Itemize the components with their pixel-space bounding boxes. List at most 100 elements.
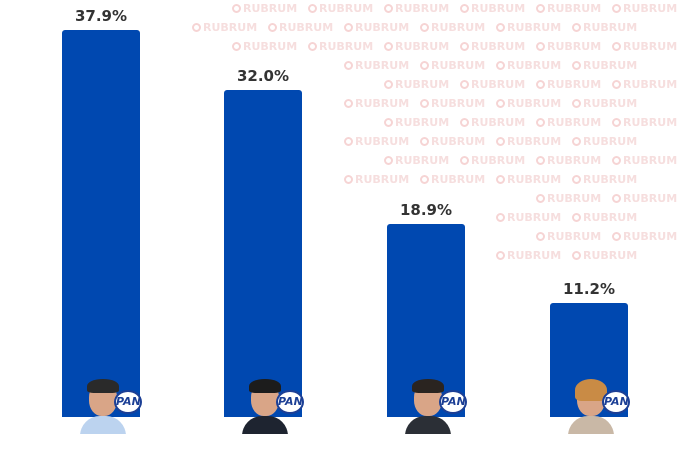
watermark-text: RUBRUM [420, 58, 490, 73]
watermark-text: RUBRUM [572, 58, 642, 73]
watermark-logo-icon [496, 137, 505, 146]
candidate-photo [80, 378, 126, 434]
candidate-portrait: PAN [224, 376, 304, 434]
watermark-text: RUBRUM [612, 1, 682, 16]
watermark-text: RUBRUM [384, 77, 454, 92]
watermark-logo-icon [496, 175, 505, 184]
candidate-photo [405, 378, 451, 434]
watermark-label: RUBRUM [319, 2, 374, 15]
watermark-logo-icon [384, 118, 393, 127]
watermark-text: RUBRUM [420, 96, 490, 111]
watermark-text: RUBRUM [496, 248, 566, 263]
watermark-logo-icon [612, 156, 621, 165]
watermark-text: RUBRUM [572, 20, 642, 35]
watermark-label: RUBRUM [547, 78, 602, 91]
watermark-logo-icon [420, 99, 429, 108]
watermark-logo-icon [384, 42, 393, 51]
watermark-logo-icon [420, 23, 429, 32]
watermark-label: RUBRUM [583, 97, 638, 110]
watermark-logo-icon [536, 118, 545, 127]
watermark-logo-icon [612, 42, 621, 51]
candidate-body [568, 416, 614, 434]
watermark-text: RUBRUM [192, 20, 262, 35]
watermark-label: RUBRUM [623, 154, 678, 167]
watermark-label: RUBRUM [203, 21, 258, 34]
watermark-logo-icon [612, 80, 621, 89]
pan-party-logo-icon: PAN [602, 390, 630, 414]
watermark-label: RUBRUM [431, 21, 486, 34]
watermark-label: RUBRUM [507, 135, 562, 148]
watermark-logo-icon [232, 42, 241, 51]
pan-party-logo-icon: PAN [114, 390, 142, 414]
watermark-text: RUBRUM [344, 20, 414, 35]
watermark-text: RUBRUM [536, 229, 606, 244]
watermark-label: RUBRUM [471, 2, 526, 15]
watermark-label: RUBRUM [319, 40, 374, 53]
watermark-logo-icon [344, 137, 353, 146]
watermark-logo-icon [420, 61, 429, 70]
watermark-label: RUBRUM [395, 154, 450, 167]
watermark-text: RUBRUM [496, 96, 566, 111]
watermark-label: RUBRUM [583, 59, 638, 72]
watermark-text: RUBRUM [232, 1, 302, 16]
watermark-logo-icon [384, 156, 393, 165]
watermark-label: RUBRUM [471, 116, 526, 129]
candidate-body [242, 416, 288, 434]
watermark-text: RUBRUM [420, 172, 490, 187]
watermark-text: RUBRUM [308, 39, 378, 54]
watermark-logo-icon [496, 251, 505, 260]
watermark-logo-icon [536, 194, 545, 203]
watermark-label: RUBRUM [355, 135, 410, 148]
watermark-label: RUBRUM [431, 59, 486, 72]
watermark-label: RUBRUM [431, 173, 486, 186]
watermark-label: RUBRUM [623, 230, 678, 243]
watermark-text: RUBRUM [536, 191, 606, 206]
data-label: 37.9% [74, 6, 128, 25]
watermark-label: RUBRUM [507, 59, 562, 72]
watermark-text: RUBRUM [612, 115, 682, 130]
watermark-text: RUBRUM [344, 58, 414, 73]
watermark-text: RUBRUM [460, 115, 530, 130]
watermark-logo-icon [420, 137, 429, 146]
watermark-text: RUBRUM [420, 20, 490, 35]
watermark-logo-icon [572, 23, 581, 32]
watermark-label: RUBRUM [395, 116, 450, 129]
watermark-label: RUBRUM [355, 59, 410, 72]
candidate-portrait: PAN [387, 376, 467, 434]
watermark-logo-icon [572, 137, 581, 146]
watermark-text: RUBRUM [536, 1, 606, 16]
watermark-text: RUBRUM [612, 229, 682, 244]
watermark-label: RUBRUM [431, 135, 486, 148]
watermark-label: RUBRUM [547, 2, 602, 15]
watermark-label: RUBRUM [623, 2, 678, 15]
watermark-text: RUBRUM [460, 77, 530, 92]
watermark-logo-icon [572, 213, 581, 222]
watermark-label: RUBRUM [395, 2, 450, 15]
candidate-body [80, 416, 126, 434]
watermark-label: RUBRUM [507, 173, 562, 186]
watermark-label: RUBRUM [547, 116, 602, 129]
watermark-label: RUBRUM [583, 249, 638, 262]
watermark-label: RUBRUM [243, 2, 298, 15]
watermark-text: RUBRUM [612, 191, 682, 206]
watermark-label: RUBRUM [279, 21, 334, 34]
candidate-hair [412, 379, 444, 393]
watermark-logo-icon [496, 23, 505, 32]
watermark-label: RUBRUM [431, 97, 486, 110]
watermark-logo-icon [460, 156, 469, 165]
watermark-label: RUBRUM [583, 173, 638, 186]
watermark-text: RUBRUM [496, 134, 566, 149]
watermark-label: RUBRUM [623, 78, 678, 91]
watermark-label: RUBRUM [507, 21, 562, 34]
watermark-logo-icon [460, 4, 469, 13]
watermark-text: RUBRUM [496, 58, 566, 73]
watermark-logo-icon [384, 4, 393, 13]
watermark-label: RUBRUM [243, 40, 298, 53]
candidate-portrait: PAN [550, 376, 630, 434]
watermark-label: RUBRUM [547, 192, 602, 205]
watermark-text: RUBRUM [536, 153, 606, 168]
watermark-logo-icon [572, 175, 581, 184]
watermark-logo-icon [612, 194, 621, 203]
watermark-text: RUBRUM [496, 172, 566, 187]
